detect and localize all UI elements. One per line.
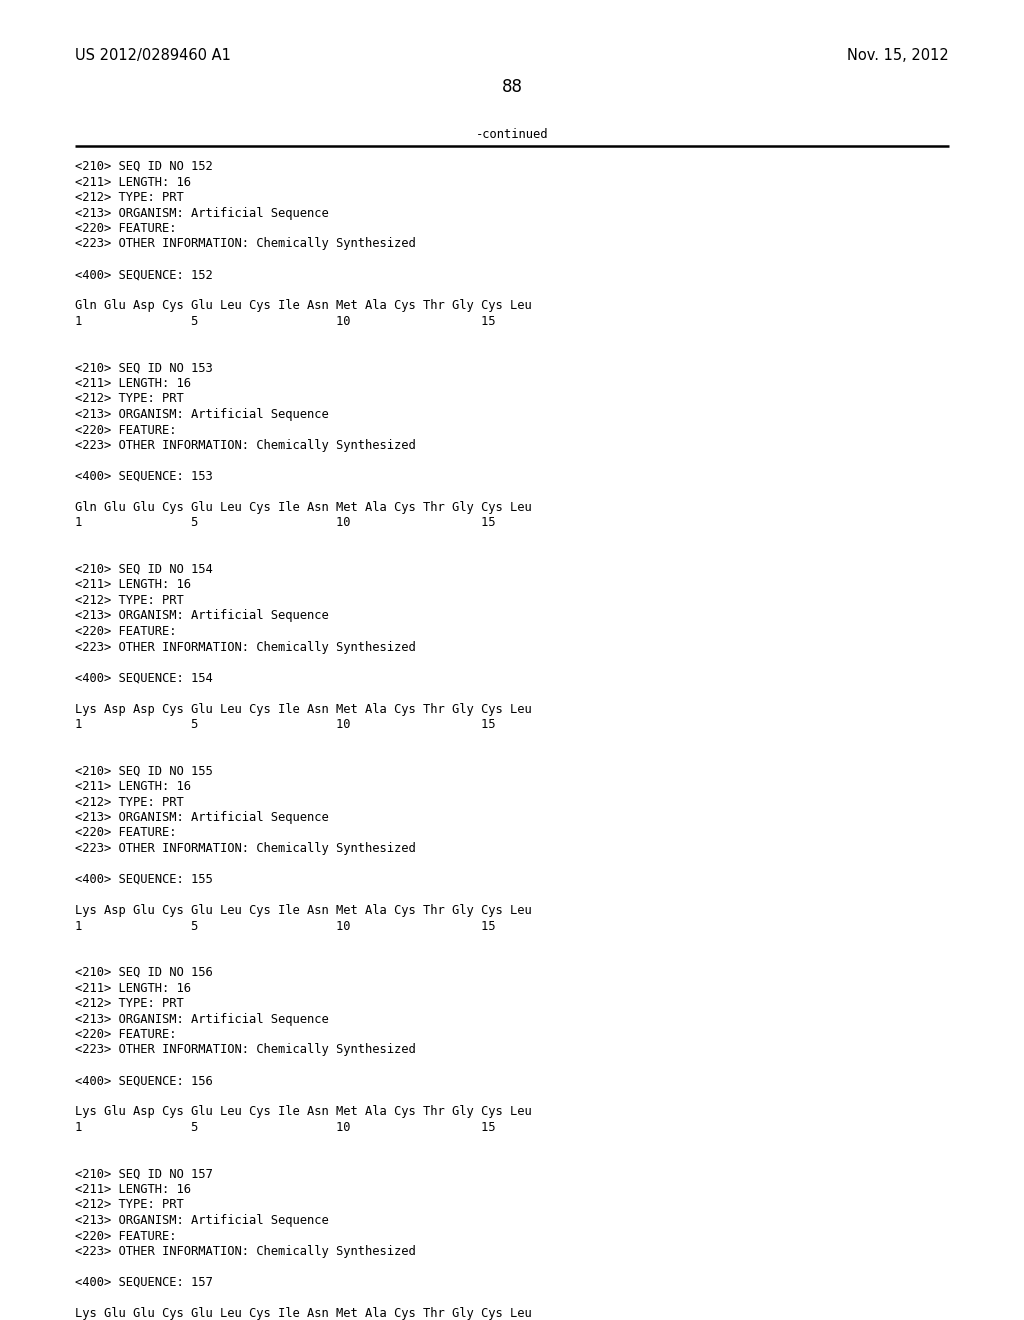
Text: <210> SEQ ID NO 154: <210> SEQ ID NO 154: [75, 564, 213, 576]
Text: Gln Glu Asp Cys Glu Leu Cys Ile Asn Met Ala Cys Thr Gly Cys Leu: Gln Glu Asp Cys Glu Leu Cys Ile Asn Met …: [75, 300, 531, 313]
Text: 1               5                   10                  15: 1 5 10 15: [75, 920, 496, 932]
Text: <220> FEATURE:: <220> FEATURE:: [75, 1229, 176, 1242]
Text: <213> ORGANISM: Artificial Sequence: <213> ORGANISM: Artificial Sequence: [75, 1012, 329, 1026]
Text: <400> SEQUENCE: 153: <400> SEQUENCE: 153: [75, 470, 213, 483]
Text: Lys Asp Asp Cys Glu Leu Cys Ile Asn Met Ala Cys Thr Gly Cys Leu: Lys Asp Asp Cys Glu Leu Cys Ile Asn Met …: [75, 702, 531, 715]
Text: <220> FEATURE:: <220> FEATURE:: [75, 424, 176, 437]
Text: 88: 88: [502, 78, 522, 96]
Text: Lys Glu Asp Cys Glu Leu Cys Ile Asn Met Ala Cys Thr Gly Cys Leu: Lys Glu Asp Cys Glu Leu Cys Ile Asn Met …: [75, 1106, 531, 1118]
Text: <212> TYPE: PRT: <212> TYPE: PRT: [75, 392, 183, 405]
Text: <223> OTHER INFORMATION: Chemically Synthesized: <223> OTHER INFORMATION: Chemically Synt…: [75, 640, 416, 653]
Text: <400> SEQUENCE: 154: <400> SEQUENCE: 154: [75, 672, 213, 685]
Text: Nov. 15, 2012: Nov. 15, 2012: [847, 48, 949, 63]
Text: <210> SEQ ID NO 153: <210> SEQ ID NO 153: [75, 362, 213, 375]
Text: <220> FEATURE:: <220> FEATURE:: [75, 222, 176, 235]
Text: <400> SEQUENCE: 155: <400> SEQUENCE: 155: [75, 873, 213, 886]
Text: <211> LENGTH: 16: <211> LENGTH: 16: [75, 1183, 191, 1196]
Text: 1               5                   10                  15: 1 5 10 15: [75, 718, 496, 731]
Text: <212> TYPE: PRT: <212> TYPE: PRT: [75, 191, 183, 205]
Text: Lys Glu Glu Cys Glu Leu Cys Ile Asn Met Ala Cys Thr Gly Cys Leu: Lys Glu Glu Cys Glu Leu Cys Ile Asn Met …: [75, 1307, 531, 1320]
Text: Lys Asp Glu Cys Glu Leu Cys Ile Asn Met Ala Cys Thr Gly Cys Leu: Lys Asp Glu Cys Glu Leu Cys Ile Asn Met …: [75, 904, 531, 917]
Text: <213> ORGANISM: Artificial Sequence: <213> ORGANISM: Artificial Sequence: [75, 810, 329, 824]
Text: <220> FEATURE:: <220> FEATURE:: [75, 1028, 176, 1041]
Text: <210> SEQ ID NO 157: <210> SEQ ID NO 157: [75, 1167, 213, 1180]
Text: <213> ORGANISM: Artificial Sequence: <213> ORGANISM: Artificial Sequence: [75, 408, 329, 421]
Text: <223> OTHER INFORMATION: Chemically Synthesized: <223> OTHER INFORMATION: Chemically Synt…: [75, 842, 416, 855]
Text: <220> FEATURE:: <220> FEATURE:: [75, 624, 176, 638]
Text: -continued: -continued: [476, 128, 548, 141]
Text: <223> OTHER INFORMATION: Chemically Synthesized: <223> OTHER INFORMATION: Chemically Synt…: [75, 1245, 416, 1258]
Text: <400> SEQUENCE: 157: <400> SEQUENCE: 157: [75, 1276, 213, 1290]
Text: <400> SEQUENCE: 156: <400> SEQUENCE: 156: [75, 1074, 213, 1088]
Text: Gln Glu Glu Cys Glu Leu Cys Ile Asn Met Ala Cys Thr Gly Cys Leu: Gln Glu Glu Cys Glu Leu Cys Ile Asn Met …: [75, 502, 531, 513]
Text: <400> SEQUENCE: 152: <400> SEQUENCE: 152: [75, 268, 213, 281]
Text: <210> SEQ ID NO 156: <210> SEQ ID NO 156: [75, 966, 213, 979]
Text: <220> FEATURE:: <220> FEATURE:: [75, 826, 176, 840]
Text: <223> OTHER INFORMATION: Chemically Synthesized: <223> OTHER INFORMATION: Chemically Synt…: [75, 238, 416, 251]
Text: <210> SEQ ID NO 155: <210> SEQ ID NO 155: [75, 764, 213, 777]
Text: <211> LENGTH: 16: <211> LENGTH: 16: [75, 578, 191, 591]
Text: US 2012/0289460 A1: US 2012/0289460 A1: [75, 48, 230, 63]
Text: 1               5                   10                  15: 1 5 10 15: [75, 315, 496, 327]
Text: <212> TYPE: PRT: <212> TYPE: PRT: [75, 1199, 183, 1212]
Text: <212> TYPE: PRT: <212> TYPE: PRT: [75, 594, 183, 607]
Text: <212> TYPE: PRT: <212> TYPE: PRT: [75, 796, 183, 808]
Text: <223> OTHER INFORMATION: Chemically Synthesized: <223> OTHER INFORMATION: Chemically Synt…: [75, 440, 416, 451]
Text: <211> LENGTH: 16: <211> LENGTH: 16: [75, 982, 191, 994]
Text: <212> TYPE: PRT: <212> TYPE: PRT: [75, 997, 183, 1010]
Text: 1               5                   10                  15: 1 5 10 15: [75, 516, 496, 529]
Text: <211> LENGTH: 16: <211> LENGTH: 16: [75, 780, 191, 793]
Text: <223> OTHER INFORMATION: Chemically Synthesized: <223> OTHER INFORMATION: Chemically Synt…: [75, 1044, 416, 1056]
Text: <210> SEQ ID NO 152: <210> SEQ ID NO 152: [75, 160, 213, 173]
Text: 1               5                   10                  15: 1 5 10 15: [75, 1121, 496, 1134]
Text: <211> LENGTH: 16: <211> LENGTH: 16: [75, 378, 191, 389]
Text: <213> ORGANISM: Artificial Sequence: <213> ORGANISM: Artificial Sequence: [75, 1214, 329, 1228]
Text: <213> ORGANISM: Artificial Sequence: <213> ORGANISM: Artificial Sequence: [75, 610, 329, 623]
Text: <211> LENGTH: 16: <211> LENGTH: 16: [75, 176, 191, 189]
Text: <213> ORGANISM: Artificial Sequence: <213> ORGANISM: Artificial Sequence: [75, 206, 329, 219]
